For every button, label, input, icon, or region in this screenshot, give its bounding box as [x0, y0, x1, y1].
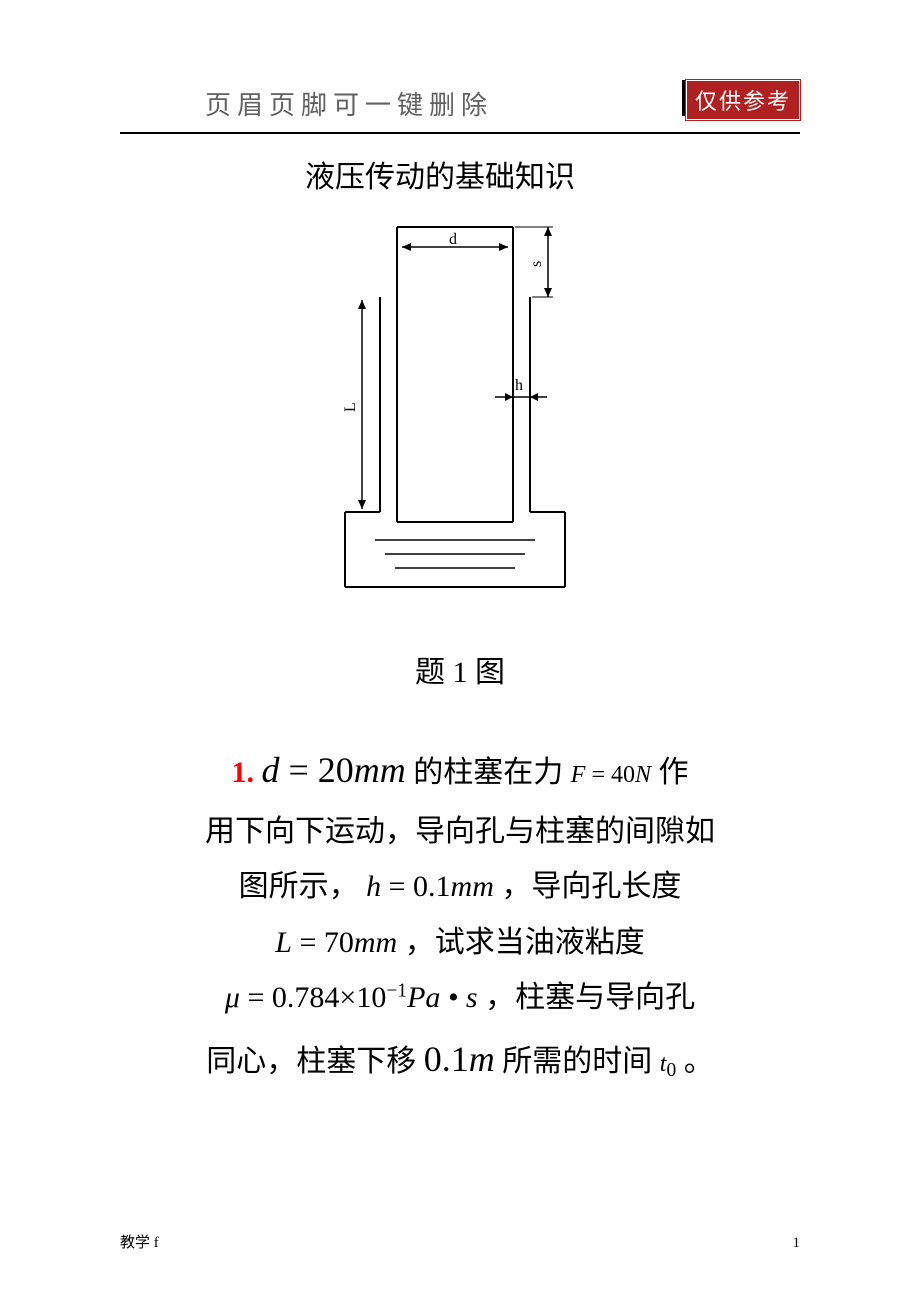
- val-L: 70: [324, 926, 354, 959]
- problem-line-1: 1. d = 20mm 的柱塞在力 F = 40N 作: [120, 737, 800, 804]
- eq-F: =: [585, 762, 611, 788]
- seg1b: 作: [659, 756, 689, 789]
- problem-line-4: L = 70mm ，试求当油液粘度: [120, 915, 800, 971]
- val-F: 40: [611, 762, 635, 788]
- header-separator: [682, 80, 685, 116]
- exp-mu: −1: [386, 980, 407, 1001]
- label-s: s: [528, 261, 545, 267]
- footer-left: 教学 f: [120, 1231, 159, 1252]
- var-L: L: [275, 926, 292, 959]
- problem-text: 1. d = 20mm 的柱塞在力 F = 40N 作 用下向下运动，导向孔与柱…: [120, 737, 800, 1092]
- eq-L: =: [292, 926, 324, 959]
- val-dist: 0.1: [424, 1039, 469, 1079]
- unit-mu: Pa • s: [407, 981, 478, 1014]
- problem-line-6: 同心，柱塞下移 0.1m 所需的时间 t0 。: [120, 1026, 800, 1093]
- unit-h: mm: [451, 870, 494, 903]
- times-mu: ×: [339, 981, 356, 1014]
- var-d: d: [261, 750, 279, 790]
- seg6c: 。: [684, 1045, 714, 1078]
- seg6b: 所需的时间: [502, 1045, 652, 1078]
- header-rule: [120, 132, 800, 134]
- seg5b: ，柱塞与导向孔: [485, 981, 695, 1014]
- base-mu: 10: [356, 981, 386, 1014]
- seg4b: ，试求当油液粘度: [405, 926, 645, 959]
- seg3b: ，导向孔长度: [501, 870, 681, 903]
- label-L: L: [342, 402, 359, 412]
- problem-line-2: 用下向下运动，导向孔与柱塞的间隙如: [120, 804, 800, 860]
- seg6a: 同心，柱塞下移: [206, 1045, 416, 1078]
- footer-page-number: 1: [793, 1235, 801, 1252]
- val-mu: 0.784: [272, 981, 340, 1014]
- figure-caption: 题 1 图: [120, 647, 800, 691]
- var-F: F: [571, 762, 586, 788]
- plunger-diagram: d s h L: [325, 222, 595, 602]
- problem-line-3: 图所示， h = 0.1mm ，导向孔长度: [120, 859, 800, 915]
- label-h: h: [515, 377, 523, 394]
- label-d: d: [449, 231, 457, 248]
- seg3a: 图所示，: [239, 870, 359, 903]
- reference-badge: 仅供参考: [686, 80, 800, 120]
- page: 页眉页脚可一键删除 仅供参考 液压传动的基础知识: [0, 0, 920, 1302]
- seg1: 的柱塞在力: [413, 756, 563, 789]
- unit-d: mm: [354, 750, 406, 790]
- var-h: h: [366, 870, 381, 903]
- document-title: 液压传动的基础知识: [80, 152, 800, 196]
- problem-line-5: μ = 0.784×10−1Pa • s ，柱塞与导向孔: [120, 970, 800, 1026]
- unit-F: N: [635, 762, 651, 788]
- unit-L: mm: [354, 926, 397, 959]
- sub-t: 0: [666, 1059, 676, 1080]
- var-mu: μ: [225, 981, 240, 1014]
- problem-number: 1.: [231, 756, 254, 789]
- eq-h: =: [381, 870, 413, 903]
- val-h: 0.1: [413, 870, 451, 903]
- val-d: 20: [318, 750, 354, 790]
- figure: d s h L: [120, 222, 800, 607]
- eq-d: =: [279, 750, 317, 790]
- unit-dist: m: [469, 1039, 495, 1079]
- eq-mu: =: [240, 981, 272, 1014]
